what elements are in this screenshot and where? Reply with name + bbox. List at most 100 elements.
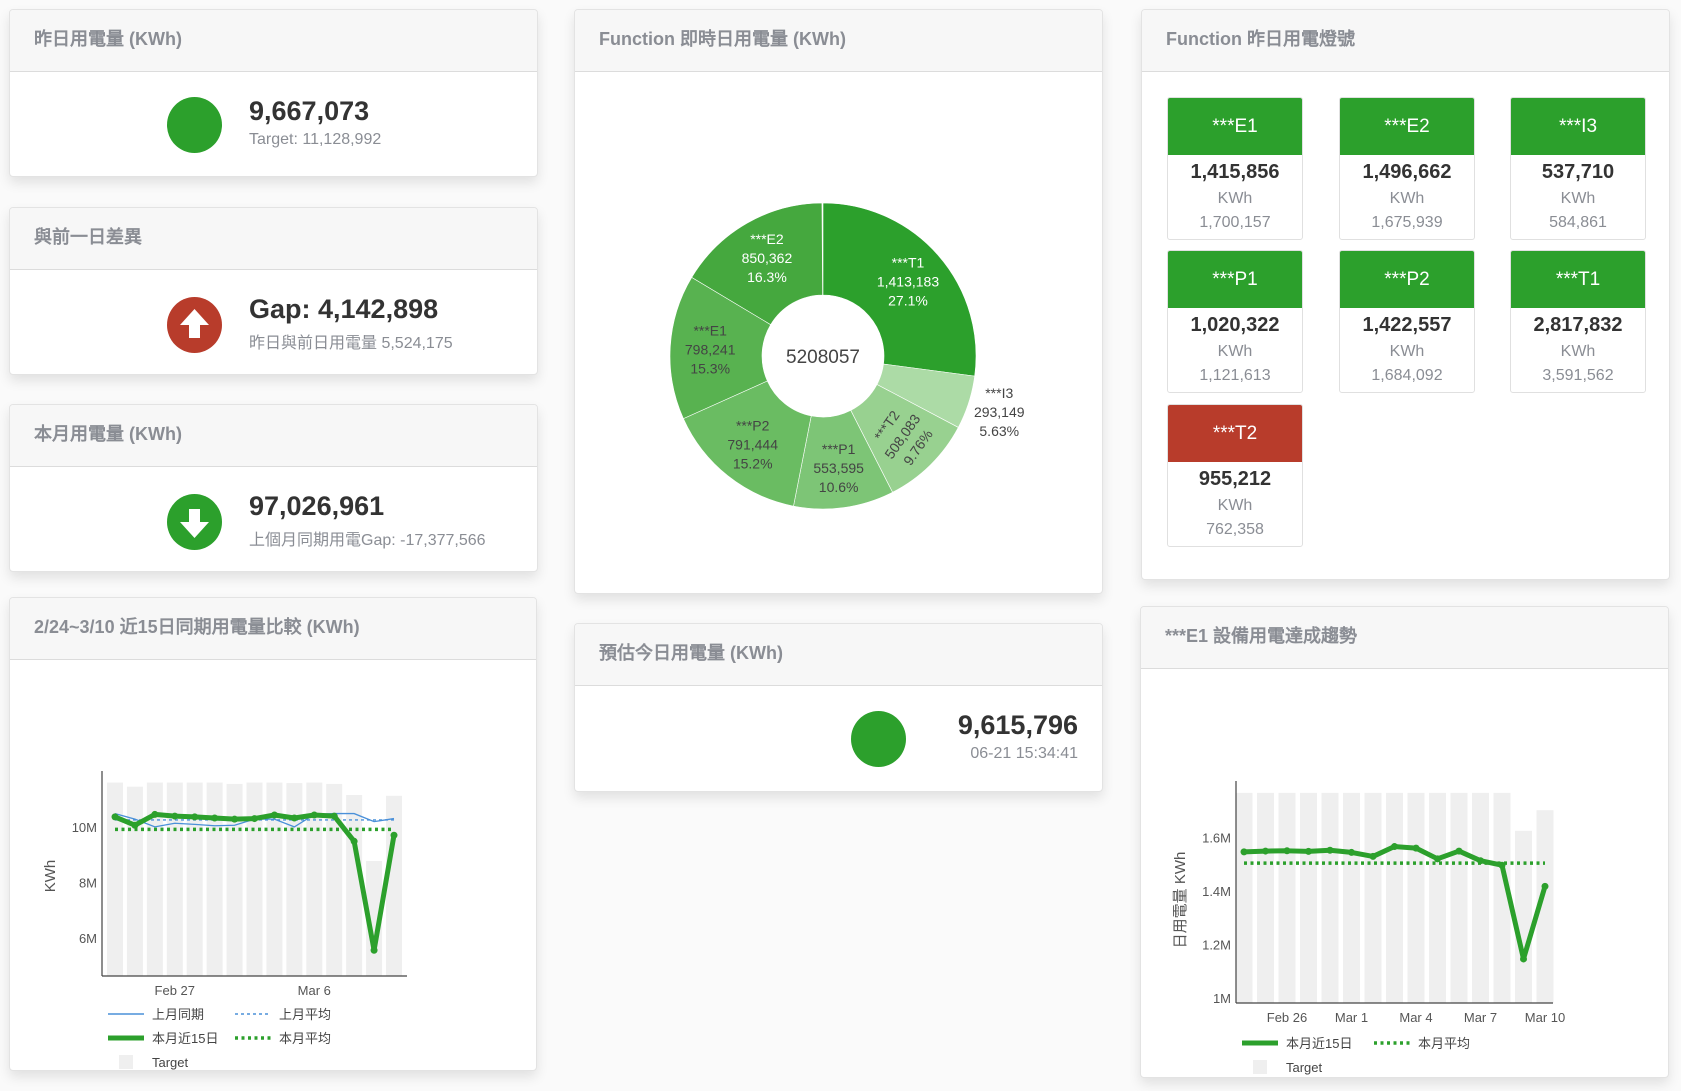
tile-previous: 3,591,562 bbox=[1542, 367, 1614, 384]
data-point bbox=[290, 814, 298, 822]
light-tile[interactable]: ***T1 2,817,832 KWh 3,591,562 bbox=[1510, 250, 1646, 393]
target-bar bbox=[166, 782, 183, 976]
donut-total: 5208057 bbox=[786, 347, 860, 368]
donut-chart: ***T1 1,413,183 27.1% ***I3 293,149 5.63% ***T… bbox=[669, 202, 1025, 510]
legend-label: 本月平均 bbox=[279, 1031, 331, 1046]
target-bar bbox=[286, 783, 303, 976]
slice-label: ***E1 798,241 15.3% bbox=[685, 322, 736, 376]
tile-unit: KWh bbox=[1389, 190, 1425, 207]
tile-unit: KWh bbox=[1389, 343, 1425, 360]
donut-slice bbox=[683, 380, 812, 507]
tile-name: ***T2 bbox=[1168, 405, 1302, 462]
light-tile[interactable]: ***P1 1,020,322 KWh 1,121,613 bbox=[1167, 250, 1303, 393]
tile-previous: 584,861 bbox=[1549, 214, 1607, 231]
card-title: 本月用電量 (KWh) bbox=[10, 405, 537, 467]
data-point bbox=[370, 946, 378, 954]
legend-label: 本月近15日 bbox=[152, 1031, 218, 1046]
target-bar bbox=[146, 782, 163, 976]
arrow-up-circle-icon bbox=[167, 297, 222, 353]
y-axis-title: KWh bbox=[42, 860, 59, 893]
yesterday-value: 9,667,073 bbox=[249, 96, 370, 126]
month-usage-card: 本月用電量 (KWh) 97,026,961 上個月同期用電Gap: -17,3… bbox=[9, 404, 538, 572]
legend-label: Target bbox=[152, 1055, 189, 1070]
slice-name: ***I3 bbox=[985, 385, 1013, 401]
slice-pct: 10.6% bbox=[819, 479, 859, 495]
estimate-time: 06-21 15:34:41 bbox=[970, 745, 1078, 762]
legend-label: 上月同期 bbox=[152, 1007, 204, 1022]
data-point bbox=[330, 812, 338, 820]
target-bar bbox=[326, 783, 343, 976]
tile-previous: 1,121,613 bbox=[1199, 367, 1271, 384]
light-tile[interactable]: ***T2 955,212 KWh 762,358 bbox=[1167, 404, 1303, 547]
comparison-chart-card: 2/24~3/10 近15日同期用電量比較 (KWh) bbox=[9, 597, 537, 1071]
data-point bbox=[231, 815, 239, 823]
tile-value: 955,212 bbox=[1198, 468, 1272, 490]
tile-previous: 1,700,157 bbox=[1199, 214, 1271, 231]
slice-label: ***P1 553,595 10.6% bbox=[813, 441, 864, 495]
target-bar bbox=[366, 860, 383, 976]
card-title: 2/24~3/10 近15日同期用電量比較 (KWh) bbox=[10, 598, 536, 660]
tile-value: 537,710 bbox=[1541, 161, 1615, 183]
diff-card: 與前一日差異 Gap: 4,142,898 昨日與前日用電量 5,524,175 bbox=[9, 207, 538, 375]
slice-pct: 15.3% bbox=[690, 360, 730, 376]
data-point bbox=[350, 837, 358, 845]
light-tile[interactable]: ***E2 1,496,662 KWh 1,675,939 bbox=[1339, 97, 1475, 240]
light-tile[interactable]: ***E1 1,415,856 KWh 1,700,157 bbox=[1167, 97, 1303, 240]
target-bar bbox=[186, 782, 203, 976]
light-tile[interactable]: ***I3 537,710 KWh 584,861 bbox=[1510, 97, 1646, 240]
slice-value: 293,149 bbox=[974, 404, 1025, 420]
target-bar bbox=[386, 795, 402, 976]
slice-value: 791,444 bbox=[727, 436, 778, 452]
card-title: 預估今日用電量 (KWh) bbox=[575, 624, 1102, 686]
data-point bbox=[151, 810, 159, 818]
tile-value: 1,422,557 bbox=[1362, 314, 1452, 336]
slice-label: ***P2 791,444 15.2% bbox=[727, 417, 778, 471]
x-tick-label: Mar 6 bbox=[298, 983, 331, 998]
e1-trend-card: ***E1 設備用電達成趨勢 bbox=[1140, 606, 1669, 1078]
data-point bbox=[171, 812, 179, 820]
slice-label: ***E2 850,362 16.3% bbox=[742, 231, 793, 285]
slice-label: ***T1 1,413,183 27.1% bbox=[877, 255, 939, 309]
yesterday-target: Target: 11,128,992 bbox=[249, 131, 382, 148]
slice-name: ***P2 bbox=[736, 417, 770, 433]
slice-name: ***T1 bbox=[892, 255, 925, 271]
tile-name: ***P1 bbox=[1168, 251, 1302, 308]
slice-pct: 16.3% bbox=[747, 269, 787, 285]
data-point bbox=[310, 811, 318, 819]
slice-value: 553,595 bbox=[813, 460, 864, 476]
arrow-down-circle-icon bbox=[167, 494, 222, 550]
slice-label: ***I3 293,149 5.63% bbox=[974, 385, 1025, 439]
tile-name: ***E1 bbox=[1168, 98, 1302, 155]
tile-value: 2,817,832 bbox=[1533, 314, 1623, 336]
estimate-value: 9,615,796 bbox=[957, 710, 1078, 740]
tile-name: ***T1 bbox=[1511, 251, 1645, 308]
tile-previous: 1,675,939 bbox=[1371, 214, 1443, 231]
target-bar bbox=[126, 786, 143, 976]
tile-previous: 762,358 bbox=[1206, 521, 1264, 538]
data-point bbox=[111, 813, 119, 821]
data-point bbox=[251, 815, 258, 823]
donut-slice bbox=[822, 202, 977, 377]
gap-sub: 昨日與前日用電量 5,524,175 bbox=[249, 335, 453, 352]
month-value: 97,026,961 bbox=[249, 491, 385, 521]
donut-slice bbox=[691, 202, 823, 326]
tile-unit: KWh bbox=[1560, 190, 1596, 207]
realtime-usage-card: Function 即時日用電量 (KWh) ***T1 1,413,183 27.1… bbox=[574, 9, 1103, 594]
target-bar bbox=[226, 783, 243, 976]
tile-name: ***I3 bbox=[1511, 98, 1645, 155]
tile-unit: KWh bbox=[1217, 190, 1253, 207]
light-tile[interactable]: ***P2 1,422,557 KWh 1,684,092 bbox=[1339, 250, 1475, 393]
tile-value: 1,415,856 bbox=[1190, 161, 1280, 183]
green-dot-icon bbox=[851, 711, 906, 767]
card-title: 與前一日差異 bbox=[10, 208, 537, 270]
data-point bbox=[191, 813, 199, 821]
tile-name: ***P2 bbox=[1340, 251, 1474, 308]
slice-value: 798,241 bbox=[685, 341, 736, 357]
month-gap: 上個月同期用電Gap: -17,377,566 bbox=[249, 532, 486, 549]
card-title: Function 昨日用電燈號 bbox=[1142, 10, 1669, 72]
x-tick-label: Feb 27 bbox=[155, 983, 195, 998]
slice-value: 1,413,183 bbox=[877, 274, 939, 290]
y-tick-label: 8M bbox=[79, 875, 97, 890]
estimate-card: 預估今日用電量 (KWh) 9,615,796 06-21 15:34:41 bbox=[574, 623, 1103, 792]
